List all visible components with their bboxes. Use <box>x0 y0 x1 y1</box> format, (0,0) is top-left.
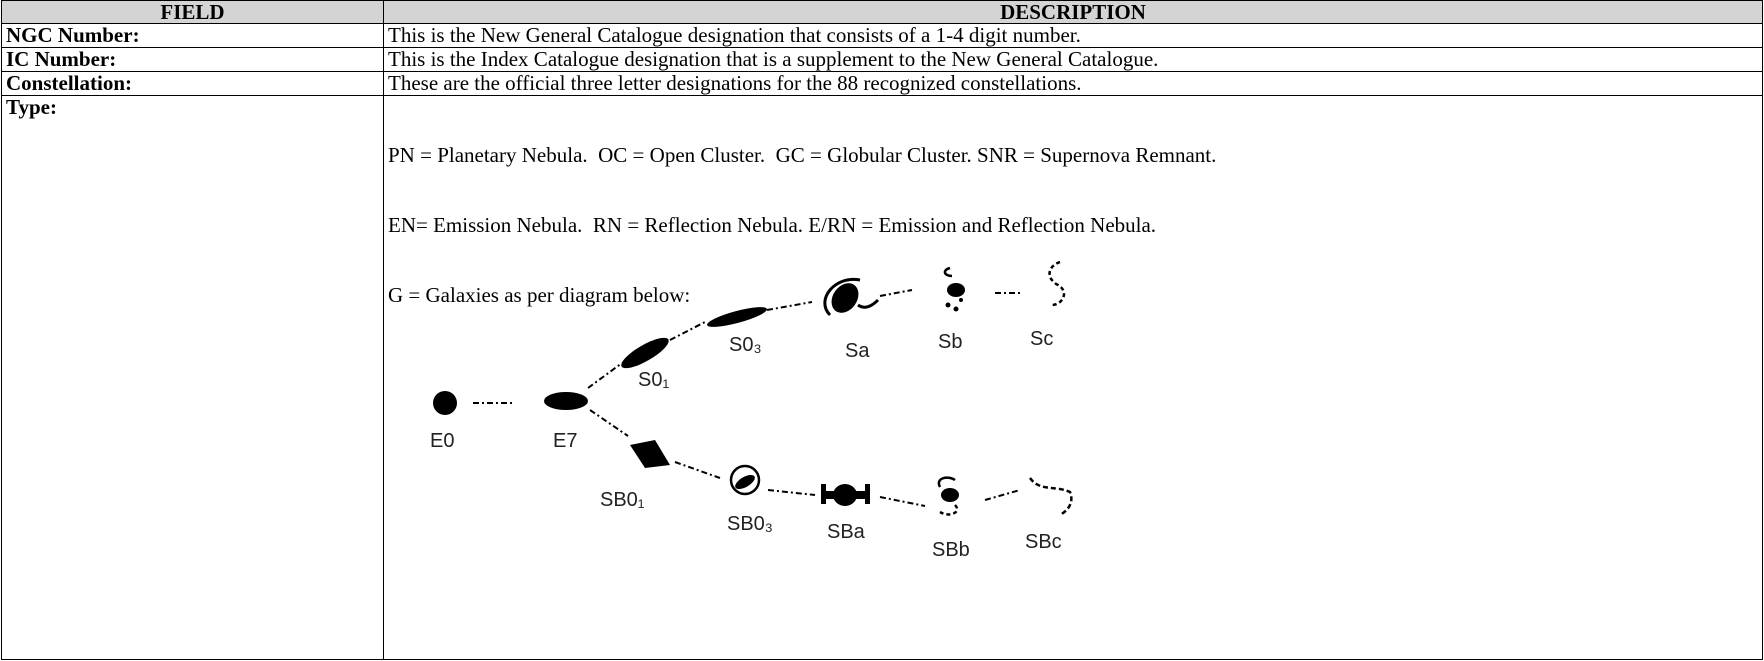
connector <box>674 461 721 479</box>
connector <box>766 301 813 311</box>
description-cell: PN = Planetary Nebula. OC = Open Cluster… <box>383 95 1763 660</box>
connector <box>879 289 913 297</box>
galaxy-e0 <box>433 391 457 415</box>
connector <box>879 496 926 507</box>
diagram-label: S0₃ <box>729 334 762 356</box>
connector <box>587 362 623 389</box>
description-line: G = Galaxies as per diagram below: <box>388 283 691 307</box>
description-line: EN= Emission Nebula. RN = Reflection Neb… <box>388 213 1157 237</box>
galaxy-sb01 <box>630 440 670 468</box>
diagram-label: SBc <box>1025 531 1062 553</box>
diagram-label: Sa <box>845 340 870 362</box>
diagram-label: SBa <box>827 521 866 543</box>
description-line: This is the Index Catalogue designation … <box>388 47 1159 71</box>
diagram-label: SBb <box>932 539 970 561</box>
diagram-label: S0₁ <box>638 369 669 391</box>
galaxy-sb03 <box>729 464 761 496</box>
description-line: These are the official three letter desi… <box>388 71 1082 95</box>
description-line: This is the New General Catalogue design… <box>388 23 1081 47</box>
connector <box>669 321 706 341</box>
diagram-label: Sb <box>938 331 962 353</box>
galaxy-sbc <box>1028 477 1073 517</box>
galaxy-sb <box>943 266 965 312</box>
diagram-label: E0 <box>430 430 454 452</box>
galaxy-e7 <box>544 392 588 410</box>
galaxy-sc <box>1048 260 1066 307</box>
diagram-label: SB0₃ <box>727 513 773 535</box>
galaxy-sba <box>821 484 870 506</box>
description-cell: These are the official three letter desi… <box>383 71 1763 96</box>
connector <box>767 489 816 496</box>
galaxy-sa <box>823 277 880 317</box>
galaxy-s01 <box>621 337 669 369</box>
galaxy-sbb <box>937 476 959 516</box>
description-line: PN = Planetary Nebula. OC = Open Cluster… <box>388 143 1217 167</box>
connector <box>589 409 629 437</box>
galaxy-s03 <box>707 307 767 327</box>
header-field: FIELD <box>1 0 384 24</box>
diagram-label: Sc <box>1030 328 1053 350</box>
diagram-label: SB0₁ <box>600 489 645 511</box>
connector <box>984 489 1021 501</box>
diagram-label: E7 <box>553 430 577 452</box>
